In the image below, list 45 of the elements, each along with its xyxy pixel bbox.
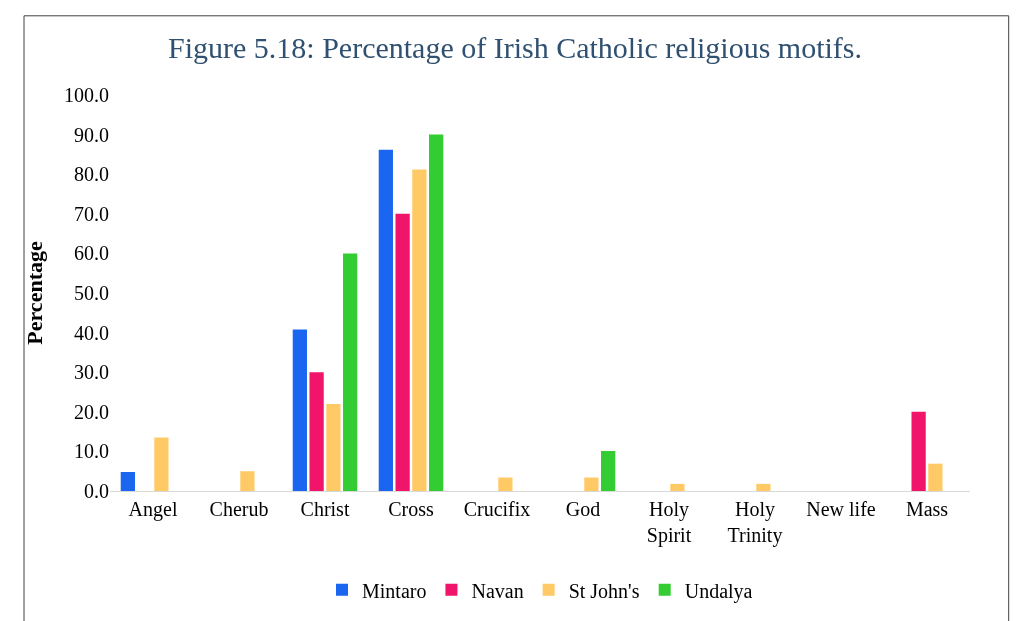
bar — [326, 403, 341, 491]
bar — [154, 437, 169, 491]
y-tick-label: 80.0 — [74, 163, 109, 186]
x-tick-label: Mass — [905, 498, 949, 520]
y-tick-label: 50.0 — [74, 282, 109, 304]
legend-label: Undalya — [684, 579, 753, 603]
x-tick-label: Cross — [388, 498, 434, 520]
y-tick-label: 60.0 — [74, 242, 109, 265]
bar — [120, 471, 135, 491]
bar — [378, 149, 393, 491]
bar — [412, 169, 427, 491]
bar — [928, 463, 943, 491]
bar — [309, 372, 324, 491]
bar — [601, 451, 616, 491]
bar — [429, 134, 444, 491]
y-tick-label: 100.0 — [64, 84, 109, 106]
y-axis-title: Percentage — [21, 241, 47, 345]
x-tick-label: Crucifix — [463, 498, 531, 520]
x-tick-label: Christ — [300, 498, 350, 520]
y-tick-label: 40.0 — [74, 321, 109, 344]
bar — [911, 411, 926, 491]
y-tick-label: 30.0 — [74, 361, 109, 384]
y-tick-label: 10.0 — [74, 440, 109, 463]
x-tick-label: God — [565, 498, 601, 520]
x-tick-label: Holy Spirit — [646, 498, 692, 547]
bar — [670, 483, 685, 491]
legend-label: Mintaro — [362, 579, 427, 602]
x-tick-label: Cherub — [209, 498, 269, 520]
x-tick-label: Holy Trinity — [727, 498, 783, 547]
y-tick-label: 70.0 — [74, 202, 109, 225]
y-tick-label: 90.0 — [74, 123, 109, 146]
bar — [756, 483, 771, 491]
y-tick-label: 0.0 — [84, 480, 109, 502]
bar — [584, 477, 599, 491]
legend-label: Navan — [471, 579, 524, 602]
bar — [395, 213, 410, 491]
x-tick-label: Angel — [128, 498, 178, 521]
bar — [498, 477, 513, 491]
bar — [292, 329, 307, 491]
x-tick-label: New life — [806, 498, 876, 520]
y-tick-label: 20.0 — [74, 400, 109, 423]
legend-label: St John's — [568, 579, 640, 602]
bar — [240, 471, 255, 491]
chart-title: Figure 5.18: Percentage of Irish Catholic religious motifs. — [167, 31, 863, 65]
bar — [343, 253, 358, 491]
